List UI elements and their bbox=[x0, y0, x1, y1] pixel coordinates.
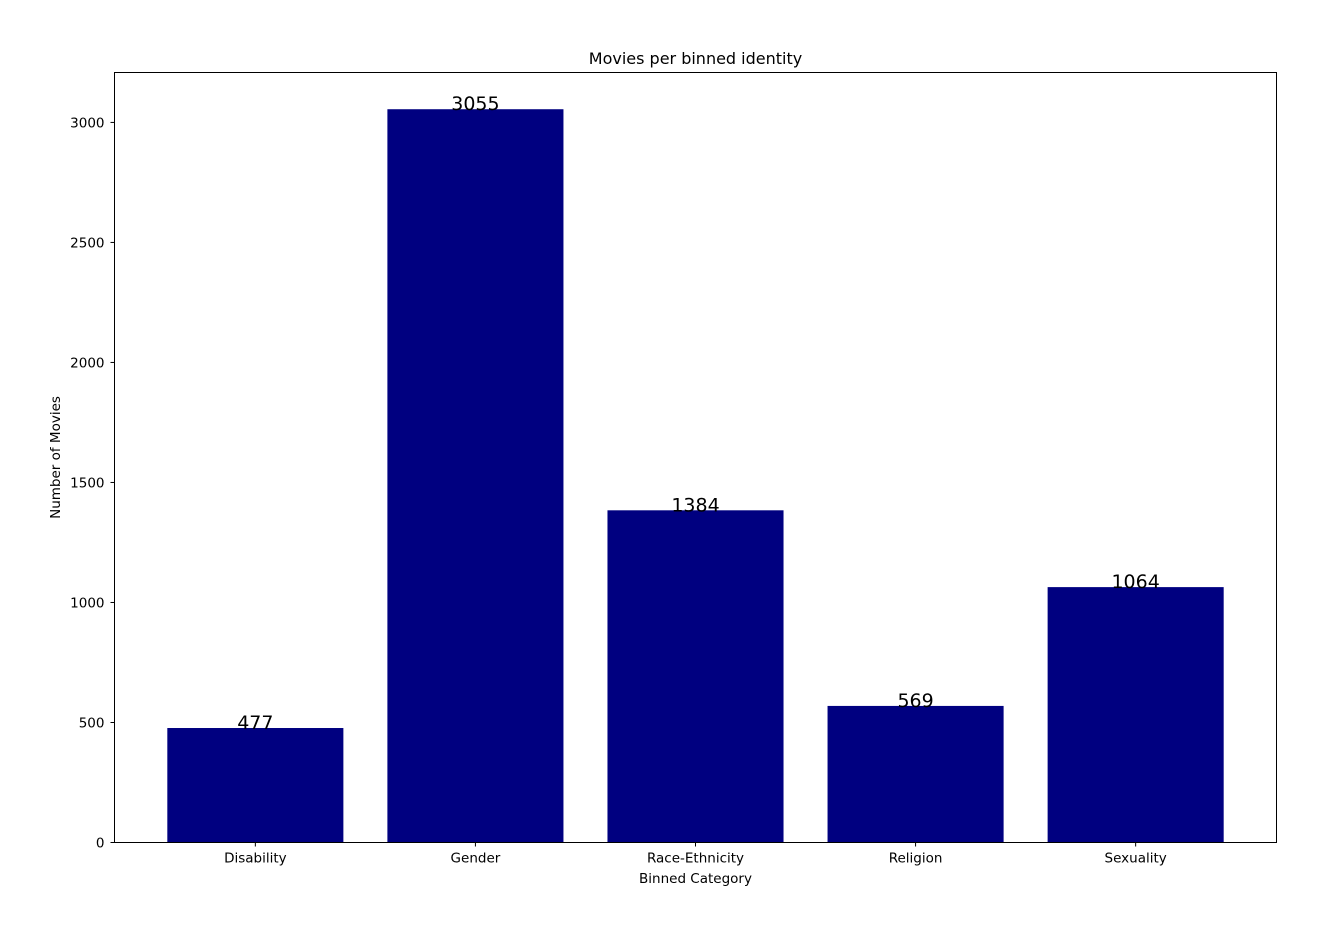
x-axis-ticks: Disability Gender Race-Ethnicity Religion Se… bbox=[224, 842, 1167, 867]
x-axis-label: Binned Category bbox=[639, 871, 752, 887]
y-tick-label: 1000 bbox=[70, 595, 104, 611]
y-tick-label: 2500 bbox=[70, 235, 104, 251]
x-tick-label-gender: Gender bbox=[451, 851, 501, 867]
bar-sexuality bbox=[1047, 587, 1224, 843]
x-tick-label-race-ethnicity: Race-Ethnicity bbox=[647, 851, 744, 867]
y-tick-label: 1500 bbox=[70, 475, 104, 491]
y-tick-label: 0 bbox=[96, 836, 105, 852]
x-tick-label-religion: Religion bbox=[889, 851, 943, 867]
y-tick-label: 500 bbox=[79, 715, 105, 731]
bar-religion bbox=[827, 705, 1004, 843]
data-label-gender: 3055 bbox=[451, 93, 499, 115]
x-tick-label-sexuality: Sexuality bbox=[1105, 851, 1167, 867]
y-axis-ticks: 0 500 1000 1500 2000 2500 3000 bbox=[70, 115, 115, 852]
x-tick-label-disability: Disability bbox=[224, 851, 287, 867]
bar-gender bbox=[387, 109, 564, 843]
y-tick-label: 2000 bbox=[70, 355, 104, 371]
bar-disability bbox=[167, 728, 344, 843]
bars bbox=[167, 109, 1224, 843]
y-axis-label: Number of Movies bbox=[48, 396, 64, 519]
data-label-sexuality: 1064 bbox=[1111, 571, 1159, 593]
data-labels: 477 3055 1384 569 1064 bbox=[237, 93, 1160, 734]
chart-title: Movies per binned identity bbox=[589, 49, 802, 68]
plot-frame bbox=[114, 72, 1277, 843]
y-tick-label: 3000 bbox=[70, 115, 104, 131]
bar-race-ethnicity bbox=[607, 510, 784, 843]
data-label-race-ethnicity: 1384 bbox=[671, 494, 719, 516]
data-label-disability: 477 bbox=[237, 712, 273, 734]
data-label-religion: 569 bbox=[897, 690, 933, 712]
